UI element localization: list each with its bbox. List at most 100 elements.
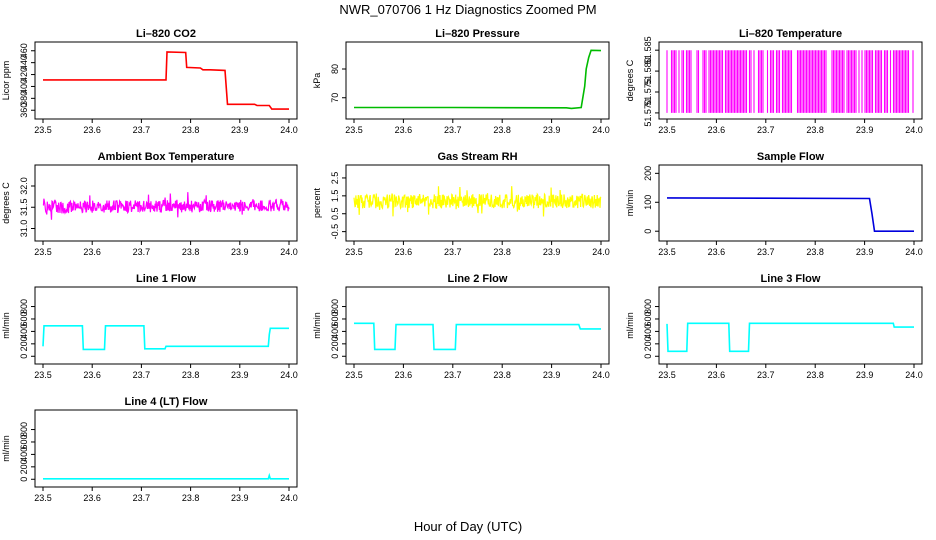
x-tick-label: 23.7 [757,370,775,380]
x-tick-label: 23.8 [806,370,824,380]
panel-5: Gas Stream RH percent 23.5 23.6 23.7 23.8 23.9… [312,151,610,257]
y-tick-label: 400 [330,324,340,339]
x-tick-label: 23.5 [658,125,676,135]
y-tick-label: 31.0 [19,220,29,238]
x-tick-label: 23.9 [231,493,249,503]
series-line [666,322,914,353]
x-tick-label: 23.9 [856,125,874,135]
x-tick-label: 23.7 [757,125,775,135]
y-tick-label: 51.580 [643,57,653,85]
y-axis-label: percent [312,187,322,218]
x-tick-label: 23.7 [133,370,151,380]
x-tick-label: 23.7 [133,493,151,503]
x-tick-label: 23.5 [345,125,363,135]
series-line [354,322,601,351]
y-tick-label: 360 [19,103,29,118]
y-tick-label: 0 [19,354,29,359]
x-tick-label: 23.5 [658,370,676,380]
plot-frame [658,164,923,242]
series-line [42,325,289,351]
y-tick-label: 600 [19,311,29,326]
x-tick-label: 23.8 [182,247,200,257]
y-axis-label: ml/min [1,312,11,339]
x-tick-label: 24.0 [905,125,923,135]
panel-3: Li–820 Temperature degrees C 23.5 23.6 23.7 2… [625,28,923,135]
x-tick-label: 23.7 [444,125,462,135]
x-tick-label: 23.9 [856,370,874,380]
x-tick-label: 23.5 [34,125,52,135]
y-tick-label: 0 [643,354,653,359]
panel-9: Line 3 Flow ml/min 23.5 23.6 23.7 23.8 23.9 24.… [625,273,923,380]
y-tick-label: 600 [643,311,653,326]
x-tick-label: 23.8 [493,125,511,135]
x-tick-label: 23.8 [806,125,824,135]
panel-2: Li–820 Pressure kPa 23.5 23.6 23.7 23.8 23.9 24… [312,28,610,135]
y-tick-label: 200 [19,459,29,474]
plot-frame [345,286,610,365]
x-tick-label: 23.9 [231,125,249,135]
y-tick-label: 600 [330,311,340,326]
panel-grid: Li–820 CO2 Licor ppm 23.5 23.6 23.7 23.8 23.9 2… [1,28,923,503]
x-tick-label: 24.0 [280,247,298,257]
plot-frame [34,41,298,120]
y-axis-label: Licor ppm [1,61,11,101]
y-axis-label: degrees C [1,182,11,224]
y-tick-label: 800 [19,422,29,437]
figure-xlabel: Hour of Day (UTC) [414,519,522,534]
plot-frame [34,409,298,488]
y-tick-label: 440 [19,55,29,70]
x-tick-label: 23.6 [83,493,101,503]
y-axis-label: ml/min [625,312,635,339]
x-tick-label: 23.5 [34,493,52,503]
x-tick-label: 23.6 [708,247,726,257]
y-axis-label: kPa [312,73,322,89]
y-tick-label: 400 [19,79,29,94]
panel-title: Line 1 Flow [136,273,196,285]
y-tick-label: 600 [19,434,29,449]
y-tick-label: 460 [19,43,29,58]
y-tick-label: 2.5 [330,172,340,185]
x-tick-label: 23.6 [83,125,101,135]
y-tick-label: 31.5 [19,198,29,216]
x-tick-label: 23.7 [133,125,151,135]
panel-title: Line 3 Flow [761,273,821,285]
series-line [353,186,602,217]
x-tick-label: 23.8 [806,247,824,257]
y-tick-label: 200 [643,166,653,181]
y-tick-label: 380 [19,91,29,106]
y-tick-label: 70 [330,93,340,103]
plot-frame [345,41,610,120]
panel-title: Sample Flow [757,151,825,163]
x-tick-label: 23.9 [231,247,249,257]
y-tick-label: 800 [330,299,340,314]
y-tick-label: 1.5 [330,190,340,203]
y-tick-label: 400 [19,324,29,339]
x-tick-label: 24.0 [280,125,298,135]
panel-title: Line 4 (LT) Flow [125,396,208,408]
y-tick-label: 100 [643,195,653,210]
x-tick-label: 23.7 [133,247,151,257]
x-tick-label: 23.7 [757,247,775,257]
panel-4: Ambient Box Temperature degrees C 23.5 23.6… [1,151,298,257]
figure-title: NWR_070706 1 Hz Diagnostics Zoomed PM [339,2,596,17]
panel-title: Gas Stream RH [437,151,517,163]
x-tick-label: 23.9 [856,247,874,257]
panel-6: Sample Flow ml/min 23.5 23.6 23.7 23.8 23.9 24.… [625,151,923,257]
series-line [42,192,290,220]
x-tick-label: 23.6 [395,125,413,135]
panel-10: Line 4 (LT) Flow ml/min 23.5 23.6 23.7 23.8 23… [1,396,298,503]
y-tick-label: 420 [19,67,29,82]
y-tick-label: 0 [19,477,29,482]
x-tick-label: 23.7 [444,370,462,380]
y-tick-label: -0.5 [330,224,340,240]
x-tick-label: 23.5 [345,370,363,380]
x-tick-label: 23.5 [34,247,52,257]
panel-8: Line 2 Flow ml/min 23.5 23.6 23.7 23.8 23.9 24.… [312,273,610,380]
y-tick-label: 51.575 [643,78,653,106]
x-tick-label: 24.0 [905,370,923,380]
panel-1: Li–820 CO2 Licor ppm 23.5 23.6 23.7 23.8 23.9 2… [1,28,298,135]
x-tick-label: 23.8 [182,370,200,380]
x-tick-label: 23.5 [34,370,52,380]
x-tick-label: 23.5 [658,247,676,257]
panel-title: Li–820 Temperature [739,28,842,40]
